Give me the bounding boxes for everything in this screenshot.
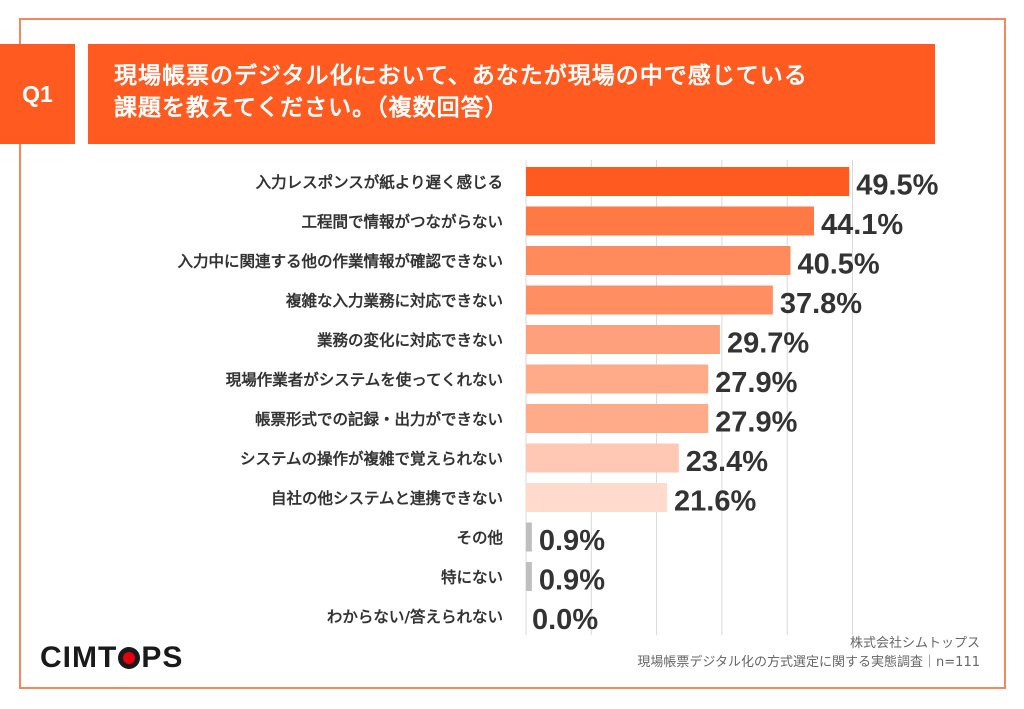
- value-label: 0.9%: [539, 525, 605, 557]
- chart-frame: [19, 18, 1006, 689]
- value-label: 37.8%: [780, 288, 862, 320]
- bar-3: [526, 285, 773, 315]
- bar-4: [526, 325, 720, 354]
- logo-dot-icon: [118, 647, 141, 669]
- logo-text-suffix: PS: [141, 641, 184, 674]
- bar-6: [526, 404, 709, 433]
- bar-9: [526, 522, 532, 552]
- cimtops-logo: CIMT PS: [40, 641, 184, 674]
- bars: [526, 167, 850, 591]
- category-label: 特にない: [441, 568, 503, 587]
- bar-0: [526, 167, 850, 196]
- category-label: 業務の変化に対応できない: [316, 331, 503, 350]
- category-label: わからない/答えられない: [327, 607, 503, 626]
- value-label: 0.0%: [532, 604, 598, 636]
- category-label: 自社の他システムと連携できない: [271, 489, 503, 508]
- category-label: 現場作業者がシステムを使ってくれない: [226, 370, 503, 389]
- value-label: 21.6%: [674, 486, 756, 518]
- category-label: 帳票形式での記録・出力ができない: [255, 410, 503, 429]
- value-label: 40.5%: [797, 249, 879, 281]
- bar-10: [526, 562, 532, 591]
- value-label: 44.1%: [821, 209, 903, 241]
- value-label: 23.4%: [686, 446, 768, 478]
- bar-8: [526, 483, 668, 512]
- category-label: 工程間で情報がつながらない: [301, 212, 503, 231]
- source-note: 株式会社シムトップス 現場帳票デジタル化の方式選定に関する実態調査｜n=111: [637, 634, 980, 672]
- value-label: 29.7%: [727, 328, 809, 360]
- category-label: システムの操作が複雑で覚えられない: [240, 449, 503, 468]
- question-title-banner: 現場帳票のデジタル化において、あなたが現場の中で感じている 課題を教えてください…: [88, 44, 935, 144]
- source-company: 株式会社シムトップス: [849, 636, 980, 651]
- value-label: 27.9%: [715, 407, 797, 439]
- category-label: 入力中に関連する他の作業情報が確認できない: [177, 252, 503, 271]
- bar-5: [526, 364, 709, 394]
- question-number-badge: Q1: [0, 44, 75, 144]
- question-title-line-2: 課題を教えてください。（複数回答）: [114, 95, 509, 121]
- category-label: 入力レスポンスが紙より遅く感じる: [256, 173, 503, 192]
- category-label: その他: [456, 528, 503, 547]
- gridlines: [525, 160, 853, 635]
- value-label: 49.5%: [856, 170, 938, 202]
- category-label: 複雑な入力業務に対応できない: [285, 291, 503, 310]
- question-number: Q1: [22, 80, 53, 107]
- value-label: 27.9%: [715, 367, 797, 399]
- value-label: 0.9%: [539, 565, 605, 597]
- category-labels: 入力レスポンスが紙より遅く感じる工程間で情報がつながらない入力中に関連する他の作…: [177, 173, 503, 627]
- bar-1: [526, 206, 814, 236]
- value-labels: 49.5% 44.1% 40.5% 37.8% 29.7% 27.9% 27.9% 23.4%…: [532, 170, 939, 637]
- bar-2: [526, 246, 791, 275]
- source-survey: 現場帳票デジタル化の方式選定に関する実態調査｜n=111: [637, 655, 980, 670]
- bar-7: [526, 443, 679, 473]
- question-title-line-1: 現場帳票のデジタル化において、あなたが現場の中で感じている: [114, 63, 808, 89]
- logo-text-prefix: CIMT: [40, 641, 118, 674]
